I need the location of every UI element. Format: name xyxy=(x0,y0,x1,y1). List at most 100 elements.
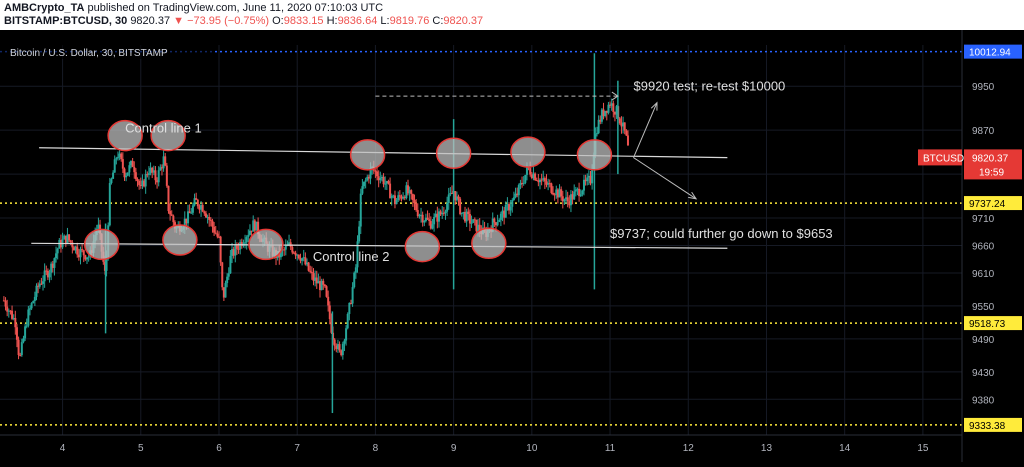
time-tick-label: 14 xyxy=(839,443,851,454)
candle-body xyxy=(108,183,111,226)
candle-body xyxy=(349,302,352,304)
candle-body xyxy=(612,103,615,112)
candle-body xyxy=(304,257,307,265)
candle-body xyxy=(450,192,453,194)
candle-body xyxy=(213,226,216,233)
candle-body xyxy=(424,217,427,222)
countdown-label: 19:59 xyxy=(979,167,1004,178)
candle-body xyxy=(247,234,250,238)
price-chart[interactable]: Control line 1 Control line 2 $9920 test; … xyxy=(0,30,1024,462)
candle-body xyxy=(42,281,45,284)
annotation-text: Control line 2 xyxy=(313,249,390,264)
candle-body xyxy=(120,153,123,160)
candle-body xyxy=(64,235,67,243)
candle-body xyxy=(30,303,33,309)
candle-body xyxy=(45,270,48,272)
candle-body xyxy=(50,263,53,273)
candle-body xyxy=(493,218,496,223)
candle-body xyxy=(512,197,515,200)
candle-body xyxy=(457,196,460,199)
candle-body xyxy=(66,234,69,243)
candle-body xyxy=(219,236,222,263)
candle-body xyxy=(579,194,582,197)
candle-body xyxy=(226,276,229,284)
candle-body xyxy=(214,232,217,234)
candle-body xyxy=(68,234,71,241)
candle-body xyxy=(573,191,576,200)
candle-body xyxy=(206,217,209,219)
candle-body xyxy=(164,156,167,166)
level-price-box xyxy=(964,417,1022,432)
candle-body xyxy=(248,230,251,235)
candle-body xyxy=(569,194,572,206)
touch-point-marker xyxy=(162,224,198,256)
author-name[interactable]: AMBCrypto_TA xyxy=(4,2,85,14)
candle-body xyxy=(169,211,172,215)
candle-body xyxy=(112,172,115,179)
candle-body xyxy=(38,283,41,287)
chart-area[interactable]: Control line 1 Control line 2 $9920 test; … xyxy=(0,30,1024,462)
price-tick-label: 9430 xyxy=(972,368,995,379)
candle-body xyxy=(574,189,577,192)
candle-body xyxy=(367,176,370,179)
candle-body xyxy=(382,176,385,185)
candle-body xyxy=(134,172,137,180)
close-label: C: xyxy=(432,15,444,27)
candle-body xyxy=(540,179,543,181)
candle-body xyxy=(491,218,494,232)
candle-body xyxy=(7,310,10,312)
annotation-text: $9737; could further go down to $9653 xyxy=(610,226,833,241)
touch-point-marker xyxy=(349,139,386,171)
candle-body xyxy=(74,246,77,251)
candle-body xyxy=(240,242,243,246)
open-label: O: xyxy=(272,15,284,27)
candle-body xyxy=(444,211,447,214)
candle-body xyxy=(508,204,511,211)
candle-body xyxy=(433,217,436,225)
candle-body xyxy=(77,254,80,258)
candle-body xyxy=(547,183,550,185)
candle-body xyxy=(315,277,318,284)
candle-body xyxy=(299,258,302,261)
candle-body xyxy=(354,267,357,273)
time-tick-label: 4 xyxy=(60,443,66,454)
projection-arrowhead xyxy=(688,191,698,200)
candle-body xyxy=(160,167,163,169)
price-tick-label: 9490 xyxy=(972,335,995,346)
candle-body xyxy=(626,135,629,146)
candle-body xyxy=(333,339,336,346)
candle-body xyxy=(395,200,398,205)
candle-body xyxy=(12,318,15,320)
down-arrow-icon: ▼ xyxy=(173,15,185,27)
candle-body xyxy=(499,213,502,220)
candle-body xyxy=(589,175,592,184)
candle-body xyxy=(468,214,471,224)
candle-body xyxy=(314,277,317,281)
candle-body xyxy=(138,180,141,185)
candle-body xyxy=(185,218,188,224)
target-arrowhead xyxy=(611,91,619,101)
candle-body xyxy=(328,305,331,320)
candle-body xyxy=(159,167,162,171)
time-tick-label: 12 xyxy=(683,443,695,454)
candle-body xyxy=(14,318,17,328)
candle-body xyxy=(24,326,27,339)
candle-body xyxy=(193,198,196,206)
candle-body xyxy=(56,248,59,254)
candle-body xyxy=(283,249,286,251)
candle-body xyxy=(517,185,520,196)
candle-body xyxy=(494,222,497,226)
candle-body xyxy=(516,193,519,196)
price-tick-label: 9380 xyxy=(972,395,995,406)
candle-body xyxy=(222,287,225,298)
candle-body xyxy=(87,256,90,258)
candle-body xyxy=(28,308,31,310)
candle-body xyxy=(201,205,204,212)
candle-body xyxy=(377,176,380,181)
candle-body xyxy=(353,272,356,288)
time-tick-label: 15 xyxy=(917,443,929,454)
candle-body xyxy=(115,158,118,160)
candle-body xyxy=(605,110,608,113)
candle-body xyxy=(363,181,366,187)
time-tick-label: 5 xyxy=(138,443,144,454)
